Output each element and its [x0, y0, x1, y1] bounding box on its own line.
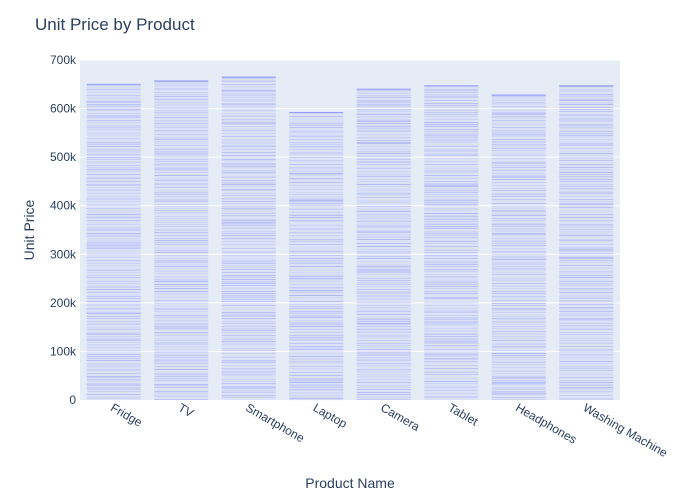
bar-tv: [154, 80, 209, 400]
bar-stripes: [221, 76, 276, 398]
bar-stripes: [424, 85, 479, 398]
bar-stripes: [86, 83, 141, 399]
y-tick-label: 600k: [50, 102, 77, 116]
bar: [424, 85, 479, 400]
bar-washing-machine: [559, 85, 614, 400]
bar-laptop: [289, 111, 344, 401]
bar: [289, 112, 344, 400]
y-tick-label: 100k: [50, 344, 77, 358]
y-tick-labels: 0 100k 200k 300k 400k 500k 600k 700k: [50, 53, 77, 407]
bar-fridge: [86, 83, 141, 401]
bar-stripes: [559, 85, 614, 400]
bars: [86, 76, 614, 401]
y-tick-label: 200k: [50, 296, 77, 310]
gridlines: [80, 59, 620, 352]
bar-camera: [356, 88, 411, 401]
bar: [491, 94, 546, 400]
bar-stripes: [154, 80, 209, 400]
y-tick-label: 500k: [50, 150, 77, 164]
y-tick-label: 700k: [50, 53, 77, 67]
bar-tablet: [424, 85, 479, 400]
bar-stripes: [356, 88, 411, 400]
bar: [559, 85, 614, 400]
y-tick-label: 0: [69, 393, 76, 407]
bar: [154, 80, 209, 400]
y-tick-label: 400k: [50, 199, 77, 213]
y-axis-title: Unit Price: [21, 199, 37, 260]
bar: [221, 77, 276, 400]
x-tick-label: TV: [176, 400, 196, 420]
bar: [86, 84, 141, 401]
bar: [356, 89, 411, 401]
plot-area: [80, 60, 620, 400]
bar-headphones: [491, 94, 546, 400]
bar-smartphone: [221, 76, 276, 400]
bar-stripes: [289, 111, 344, 401]
y-tick-label: 300k: [50, 247, 77, 261]
x-axis-title: Product Name: [305, 475, 395, 491]
bar-stripes: [491, 94, 546, 400]
chart-title: Unit Price by Product: [35, 15, 195, 34]
